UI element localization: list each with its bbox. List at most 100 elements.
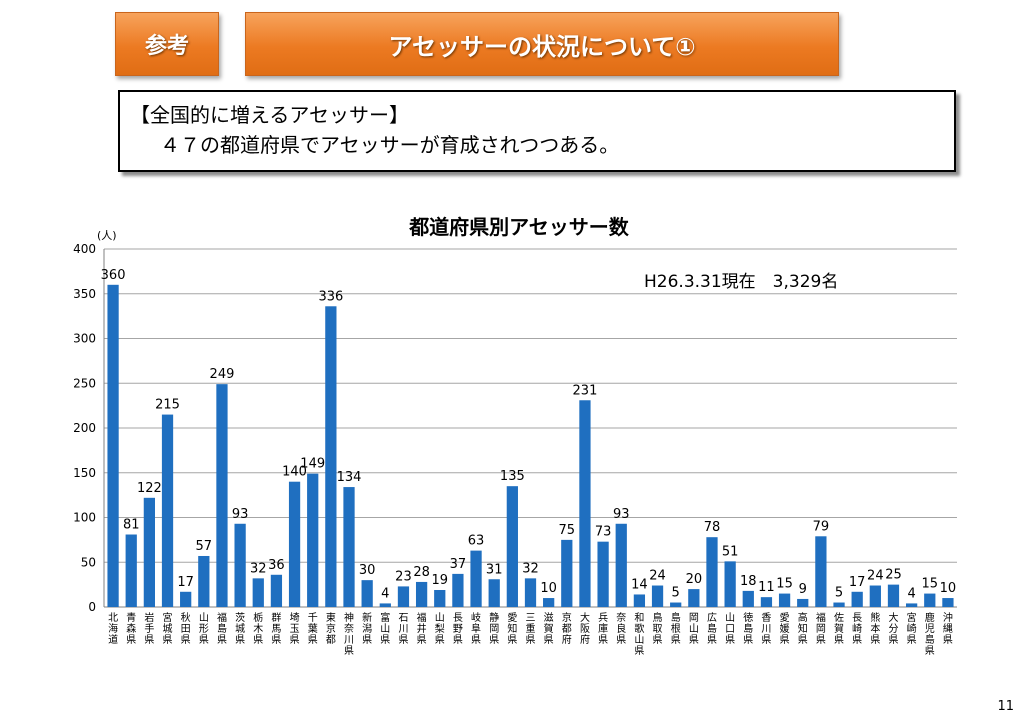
x-tick-label: 三重県 [526,613,536,646]
x-tick-label: 佐賀県 [834,612,844,646]
bar [506,486,518,607]
data-label: 231 [573,383,598,398]
bar [288,481,301,607]
data-label: 28 [413,565,430,580]
bar [833,602,845,607]
bar [579,400,591,607]
bar [869,585,881,607]
data-label: 10 [940,581,957,596]
bar [815,536,827,607]
chart-title: 都道府県別アセッサー数 [408,215,630,239]
x-tick-label: 新潟県 [362,611,372,646]
x-tick-label: 富山県 [380,611,390,646]
bar [434,589,446,607]
data-label: 5 [672,586,680,601]
x-tick-label: 千葉県 [308,612,318,646]
data-label: 23 [395,569,412,584]
data-label: 75 [559,523,576,538]
data-label: 37 [450,557,467,572]
x-tick-label: 京都府 [562,611,572,646]
bar [161,414,174,607]
data-label: 15 [922,577,939,592]
bar [651,585,664,607]
y-tick-label: 50 [81,555,96,569]
bar [234,523,246,607]
data-label: 17 [849,575,866,590]
data-label: 93 [613,507,630,522]
data-label: 24 [649,569,666,584]
bar [325,306,337,607]
x-tick-label: 福岡県 [816,611,826,646]
data-label: 17 [177,575,194,590]
x-tick-label: 岡山県 [689,612,699,646]
data-label: 25 [885,568,902,583]
x-tick-label: 青森県 [126,611,136,646]
data-label: 31 [486,562,503,577]
reference-tag-label: 参考 [144,34,189,59]
x-tick-label: 高知県 [798,611,808,646]
bar [343,487,355,607]
bar [924,593,936,607]
x-tick-label: 埼玉県 [290,611,300,646]
data-label: 10 [540,581,557,596]
data-label: 14 [631,577,648,592]
data-label: 122 [137,481,162,496]
bar [561,539,573,607]
x-tick-label: 秋田県 [181,611,191,646]
data-label: 36 [268,558,285,573]
data-label: 20 [686,572,703,587]
bar [125,534,137,607]
data-label: 249 [210,367,235,382]
x-tick-label: 山口県 [725,612,735,646]
x-tick-label: 沖縄県 [943,611,953,646]
x-tick-label: 岩手県 [144,611,154,646]
info-text: ４７の都道府県でアセッサーが育成されつつある。 [160,133,620,157]
data-label: 24 [867,569,884,584]
data-label: 18 [740,574,757,589]
bar [379,603,391,607]
bar [216,384,228,607]
data-label: 32 [522,561,539,576]
bar [797,598,809,607]
bar [597,541,609,607]
x-tick-label: 山形県 [199,612,209,646]
y-tick-label: 300 [73,332,96,346]
x-tick-label: 滋賀県 [544,611,554,646]
bar [361,580,373,607]
prefecture-bar-chart: 都道府県別アセッサー数 (人) H26.3.31現在 3,329名 0 50 100 150… [73,215,957,657]
data-label: 149 [300,457,325,472]
bar [633,594,646,607]
data-label: 30 [359,563,376,578]
x-tick-label: 大阪府 [580,611,590,646]
bar [724,561,736,607]
bar [706,537,718,607]
x-tick-label: 兵庫県 [598,611,608,646]
data-label: 336 [318,289,343,304]
chart-annotation: H26.3.31現在 3,329名 [644,272,838,292]
bar [415,581,428,607]
x-tick-label: 香川県 [761,612,771,646]
bar [107,284,119,607]
x-tick-label: 東京都 [326,611,336,646]
x-tick-label: 福島県 [217,611,227,646]
bar [397,586,410,607]
bar [143,497,155,607]
x-tick-label: 愛媛県 [780,611,790,646]
x-tick-label: 福井県 [417,611,427,646]
data-label: 15 [776,577,793,592]
x-tick-label: 徳島県 [743,611,753,646]
bar [270,574,283,607]
data-label: 79 [813,519,830,534]
data-label: 5 [835,586,843,601]
data-label: 19 [431,573,448,588]
x-tick-label: 宮崎県 [907,611,917,646]
bar [760,597,773,607]
bar [742,590,754,607]
data-label: 32 [250,561,267,576]
x-tick-label: 群馬県 [271,611,281,646]
y-tick-label: 150 [73,466,96,480]
data-label: 93 [232,507,249,522]
y-tick-label: 400 [73,242,96,256]
data-label: 73 [595,525,612,540]
x-tick-label: 岐阜県 [471,611,481,646]
